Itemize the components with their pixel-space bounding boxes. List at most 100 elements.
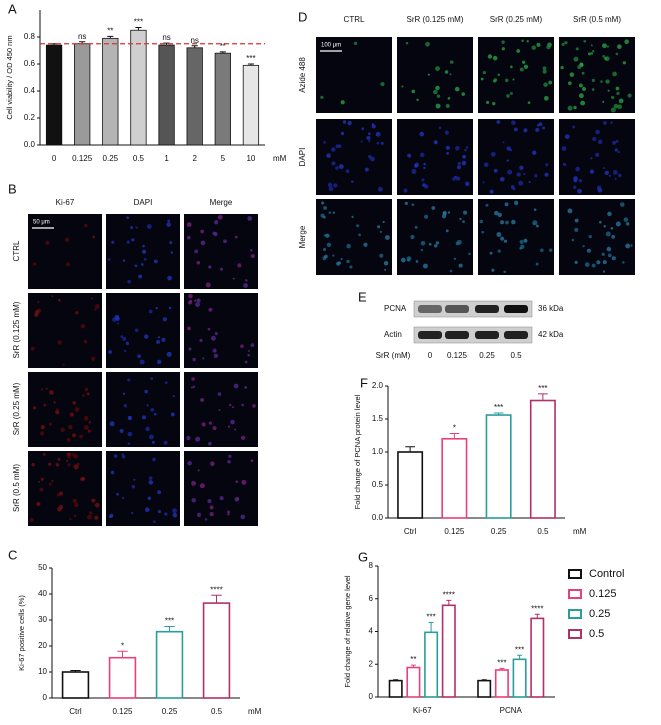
micrograph	[184, 372, 258, 447]
bar	[242, 64, 260, 146]
cell	[540, 248, 544, 252]
cell	[598, 220, 602, 224]
cell	[331, 147, 336, 152]
cell	[533, 208, 537, 211]
cell	[578, 93, 584, 99]
cell	[164, 512, 168, 516]
y-tick-label: 0	[43, 693, 48, 702]
error-bar	[493, 412, 504, 416]
cell	[447, 97, 451, 100]
cell	[84, 223, 88, 228]
cell	[245, 279, 248, 282]
cell	[591, 88, 595, 91]
cell	[153, 412, 157, 416]
band	[475, 305, 499, 313]
cell	[560, 65, 564, 70]
error-bar	[428, 621, 434, 633]
cell	[109, 513, 114, 518]
cell	[145, 426, 150, 432]
bar	[158, 44, 175, 146]
cell	[207, 327, 211, 331]
cell	[459, 217, 462, 221]
cell	[83, 339, 88, 344]
cell	[148, 476, 153, 480]
cell	[84, 387, 89, 392]
cell	[110, 470, 115, 475]
cell	[516, 172, 521, 177]
cell	[49, 390, 54, 395]
cell	[427, 73, 430, 76]
cell	[113, 454, 118, 458]
cell	[121, 496, 125, 500]
significance: *	[121, 641, 124, 650]
cell	[436, 94, 441, 98]
legend-label: 0.125	[589, 588, 617, 600]
error-bar	[538, 393, 548, 401]
cell	[76, 462, 80, 466]
cell	[347, 120, 352, 126]
cell	[464, 181, 470, 186]
row-label: CTRL	[12, 240, 21, 261]
cell	[491, 151, 496, 157]
cell	[458, 263, 463, 268]
cell	[130, 226, 134, 229]
cell	[573, 178, 578, 183]
panel-label: A	[8, 1, 17, 16]
cell	[143, 258, 147, 261]
cell	[148, 309, 153, 314]
cell	[157, 490, 162, 495]
cell	[199, 338, 203, 342]
cell	[138, 274, 143, 279]
micrograph	[184, 293, 258, 368]
cell	[500, 220, 505, 225]
cell	[148, 434, 154, 440]
cell	[55, 408, 59, 411]
cell	[491, 268, 495, 272]
cell	[379, 230, 383, 233]
cell	[122, 392, 126, 395]
cell	[617, 44, 622, 49]
cell	[227, 513, 230, 516]
cell	[209, 505, 214, 510]
x-tick-label: PCNA	[500, 706, 523, 715]
x-tick-label: 2	[192, 154, 197, 163]
cell	[567, 105, 573, 111]
cell	[489, 189, 494, 194]
cell	[212, 348, 217, 353]
significance: ****	[210, 585, 222, 594]
cell	[485, 203, 489, 207]
cell	[591, 263, 596, 268]
cell	[403, 188, 408, 193]
cell	[514, 127, 518, 132]
cell	[601, 252, 605, 256]
cell	[561, 42, 565, 46]
cell	[166, 222, 171, 227]
cell	[358, 233, 361, 237]
cell	[405, 41, 409, 45]
cell	[172, 395, 175, 398]
cell	[535, 127, 540, 132]
cell	[196, 298, 201, 303]
cell	[320, 95, 324, 100]
cell	[194, 299, 197, 302]
cell	[447, 211, 451, 214]
cell	[605, 231, 611, 237]
cell	[590, 157, 593, 160]
cell	[240, 435, 246, 441]
error-bar	[517, 654, 523, 660]
cell	[204, 518, 208, 521]
cell	[92, 235, 95, 239]
cell	[325, 233, 330, 238]
cell	[528, 180, 531, 184]
cell	[435, 85, 440, 91]
cell	[155, 306, 158, 310]
cell	[512, 78, 515, 81]
cell	[196, 512, 202, 517]
cell	[219, 267, 224, 271]
cell	[153, 259, 158, 264]
cell	[40, 477, 44, 481]
cell	[152, 457, 156, 462]
cell	[208, 441, 212, 446]
cell	[42, 453, 46, 456]
cell	[247, 353, 251, 357]
